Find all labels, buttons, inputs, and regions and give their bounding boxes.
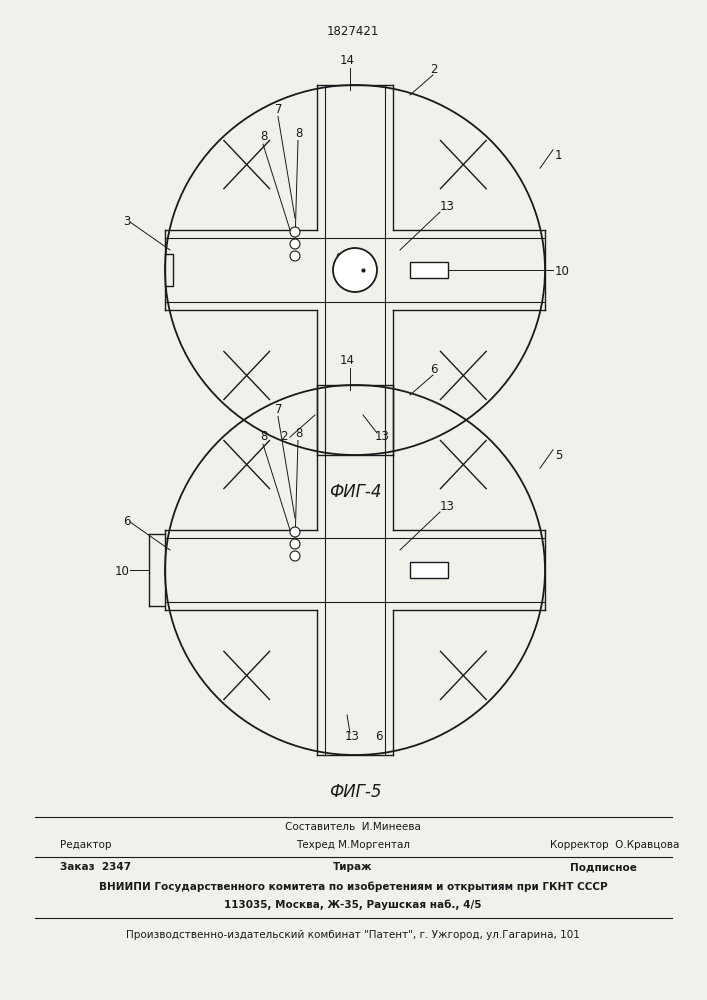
Text: 8: 8 xyxy=(295,127,303,140)
Text: Производственно-издательский комбинат "Патент", г. Ужгород, ул.Гагарина, 101: Производственно-издательский комбинат "П… xyxy=(126,930,580,940)
Text: 1: 1 xyxy=(555,149,563,162)
Circle shape xyxy=(290,539,300,549)
Bar xyxy=(410,562,448,578)
Text: 113035, Москва, Ж-35, Раушская наб., 4/5: 113035, Москва, Ж-35, Раушская наб., 4/5 xyxy=(224,900,481,910)
Text: 14: 14 xyxy=(339,354,354,367)
Text: 3: 3 xyxy=(123,215,130,228)
Text: 13: 13 xyxy=(375,430,390,443)
Circle shape xyxy=(333,248,377,292)
Text: 2: 2 xyxy=(430,63,438,76)
Circle shape xyxy=(290,239,300,249)
Text: Техред М.Моргентал: Техред М.Моргентал xyxy=(296,840,410,850)
Text: 10: 10 xyxy=(555,265,570,278)
Text: ФИГ-4: ФИГ-4 xyxy=(329,483,381,501)
Text: 13: 13 xyxy=(440,500,455,513)
Text: 1827421: 1827421 xyxy=(327,25,379,38)
Circle shape xyxy=(290,251,300,261)
Text: 5: 5 xyxy=(555,449,562,462)
Text: 8: 8 xyxy=(260,130,267,143)
Text: 14: 14 xyxy=(339,54,354,67)
Text: 13: 13 xyxy=(440,200,455,213)
Text: Тираж: Тираж xyxy=(333,862,373,872)
Text: Редактор: Редактор xyxy=(60,840,112,850)
Text: 6: 6 xyxy=(430,363,438,376)
Text: 13: 13 xyxy=(345,730,360,743)
Text: Корректор  О.Кравцова: Корректор О.Кравцова xyxy=(550,840,679,850)
Text: Заказ  2347: Заказ 2347 xyxy=(60,862,131,872)
Text: 8: 8 xyxy=(295,427,303,440)
Bar xyxy=(410,262,448,278)
Text: 9: 9 xyxy=(335,252,342,265)
Text: 6: 6 xyxy=(123,515,131,528)
Text: 8: 8 xyxy=(260,430,267,444)
Circle shape xyxy=(290,227,300,237)
Circle shape xyxy=(290,527,300,537)
Text: Составитель  И.Минеева: Составитель И.Минеева xyxy=(285,822,421,832)
Text: Подписное: Подписное xyxy=(570,862,637,872)
Text: 6: 6 xyxy=(375,730,382,743)
Text: 7: 7 xyxy=(275,403,283,416)
Text: 2: 2 xyxy=(280,430,288,443)
Text: 7: 7 xyxy=(275,103,283,116)
Text: ФИГ-5: ФИГ-5 xyxy=(329,783,381,801)
Text: 10: 10 xyxy=(115,565,130,578)
Circle shape xyxy=(290,551,300,561)
Text: ВНИИПИ Государственного комитета по изобретениям и открытиям при ГКНТ СССР: ВНИИПИ Государственного комитета по изоб… xyxy=(99,882,607,892)
